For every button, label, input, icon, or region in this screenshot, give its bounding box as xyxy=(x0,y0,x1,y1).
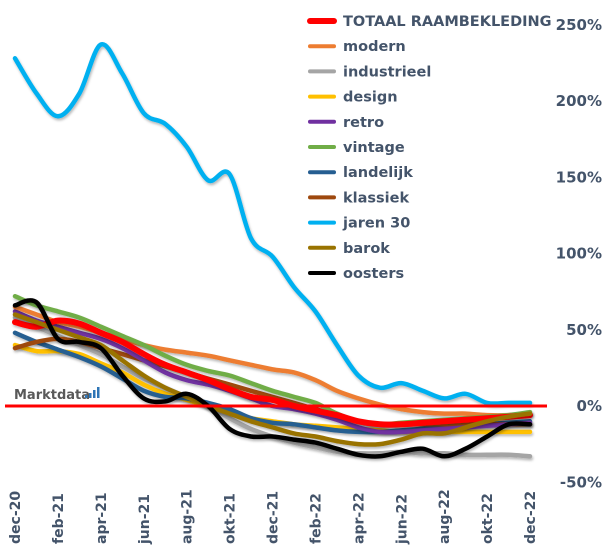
legend-label: retro xyxy=(343,115,384,131)
legend-label: vintage xyxy=(343,140,405,156)
y-tick-label: 150% xyxy=(556,168,602,186)
x-tick-label: dec-21 xyxy=(266,491,282,544)
x-tick-label: dec-22 xyxy=(523,491,539,544)
y-axis: 250% 200% 150% 100% 50% 0% -50% xyxy=(556,16,602,492)
x-tick-label: feb-21 xyxy=(51,493,67,544)
watermark-text: Marktdata xyxy=(14,388,90,403)
x-tick-label: dec-20 xyxy=(8,491,24,544)
y-tick-label: 50% xyxy=(566,321,602,339)
y-tick-label: 0% xyxy=(577,397,602,415)
legend-label: modern xyxy=(343,39,406,55)
legend-label: industrieel xyxy=(343,64,431,80)
legend-label: klassiek xyxy=(343,190,409,206)
marktdata-watermark: Marktdata xyxy=(14,387,100,403)
series-line-totaal-raambekleding xyxy=(12,317,533,428)
legend-label: landelijk xyxy=(343,165,413,181)
x-axis: dec-20 feb-21 apr-21 jun-21 aug-21 okt-21 dec-… xyxy=(8,489,539,545)
x-tick-label: aug-22 xyxy=(437,489,453,544)
series-line-jaren-30 xyxy=(12,42,533,406)
y-tick-label: -50% xyxy=(560,473,602,491)
series-layer xyxy=(12,42,533,459)
legend-label: oosters xyxy=(343,266,404,282)
x-tick-label: aug-21 xyxy=(180,489,196,544)
series-line-barok xyxy=(12,312,533,447)
x-tick-label: jun-22 xyxy=(394,494,410,545)
y-tick-label: 250% xyxy=(556,16,602,34)
legend-label: barok xyxy=(343,241,390,257)
legend-label: design xyxy=(343,90,398,106)
x-tick-label: feb-22 xyxy=(308,493,324,544)
y-tick-label: 200% xyxy=(556,92,602,110)
legend-label: jaren 30 xyxy=(342,216,410,232)
x-tick-label: okt-21 xyxy=(223,493,239,544)
x-tick-label: apr-21 xyxy=(94,492,110,544)
legend-label: TOTAAL RAAMBEKLEDING xyxy=(343,14,552,30)
x-tick-label: jun-21 xyxy=(137,494,153,545)
legend: TOTAAL RAAMBEKLEDING modern industrieel des… xyxy=(307,14,552,282)
x-tick-label: apr-22 xyxy=(351,492,367,544)
x-tick-label: okt-22 xyxy=(480,493,496,544)
y-tick-label: 100% xyxy=(556,245,602,263)
series-line-oosters xyxy=(12,298,533,459)
watermark-bars-icon xyxy=(85,387,100,398)
